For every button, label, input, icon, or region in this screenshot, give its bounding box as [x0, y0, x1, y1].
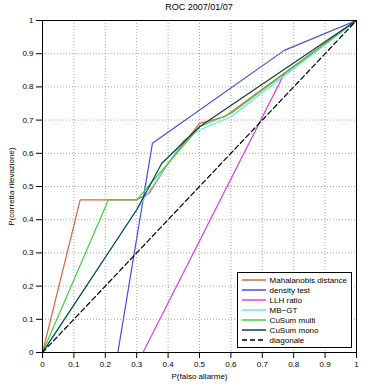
svg-text:0.2: 0.2: [100, 360, 112, 369]
svg-text:0.5: 0.5: [194, 360, 206, 369]
svg-text:P(falso allarme): P(falso allarme): [171, 372, 227, 381]
svg-text:0.4: 0.4: [22, 215, 34, 224]
svg-text:0: 0: [29, 348, 34, 357]
svg-text:0.6: 0.6: [22, 149, 34, 158]
html-text:diagonale: diagonale: [269, 335, 305, 345]
svg-text:0.8: 0.8: [288, 360, 300, 369]
html-text:CuSum mono: CuSum mono: [269, 325, 319, 335]
svg-text:0.4: 0.4: [163, 360, 175, 369]
svg-text:0.1: 0.1: [68, 360, 80, 369]
svg-text:0.1: 0.1: [22, 315, 34, 324]
svg-text:0: 0: [40, 360, 45, 369]
html-text:CuSum multi: CuSum multi: [269, 315, 316, 325]
svg-text:0.6: 0.6: [225, 360, 237, 369]
svg-text:0.9: 0.9: [22, 49, 34, 58]
svg-text:0.7: 0.7: [22, 116, 34, 125]
html-text:ROC 2007/01/07: ROC 2007/01/07: [165, 2, 233, 12]
svg-text:1: 1: [29, 16, 34, 25]
html-text:density test: density test: [269, 285, 311, 295]
svg-text:P(corretta rilevazione): P(corretta rilevazione): [7, 147, 16, 226]
svg-text:0.7: 0.7: [257, 360, 269, 369]
svg-text:0.3: 0.3: [22, 248, 34, 257]
svg-text:1: 1: [354, 360, 359, 369]
svg-text:0.8: 0.8: [22, 82, 34, 91]
html-text:Mahalanobis distance: Mahalanobis distance: [269, 275, 347, 285]
svg-text:0.3: 0.3: [131, 360, 143, 369]
svg-text:0.9: 0.9: [320, 360, 332, 369]
html-text:LLH ratio: LLH ratio: [269, 295, 303, 305]
html-text:MB−GT: MB−GT: [269, 305, 298, 315]
svg-text:0.5: 0.5: [22, 182, 34, 191]
svg-text:0.2: 0.2: [22, 282, 34, 291]
